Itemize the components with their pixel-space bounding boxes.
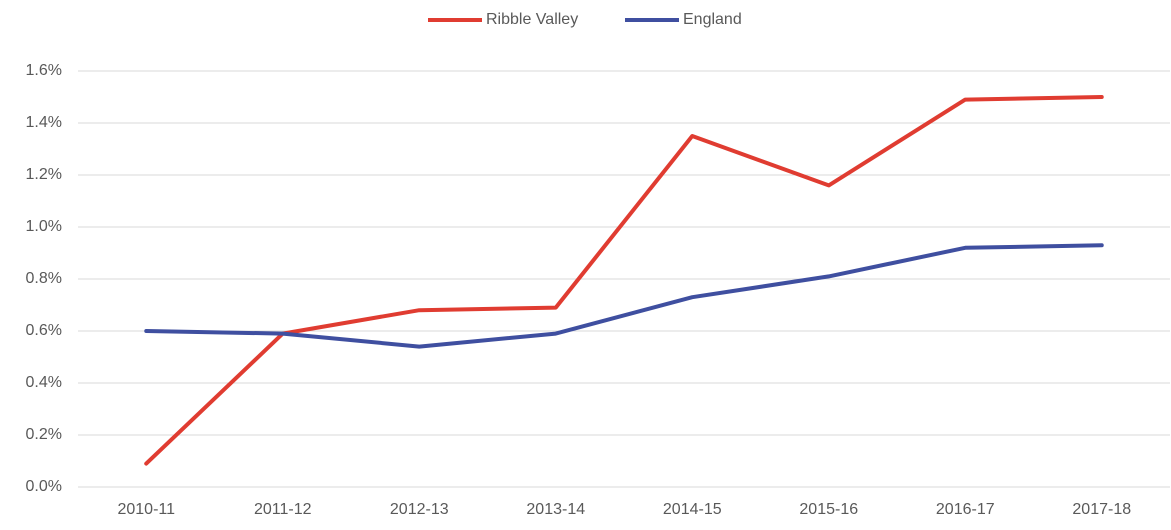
y-tick-label: 1.2% — [26, 166, 62, 183]
y-tick-label: 0.6% — [26, 322, 62, 339]
x-tick-label: 2011-12 — [254, 501, 312, 518]
x-tick-label: 2015-16 — [799, 501, 858, 518]
x-tick-label: 2014-15 — [663, 501, 722, 518]
y-tick-label: 1.4% — [26, 114, 62, 131]
x-tick-label: 2012-13 — [390, 501, 449, 518]
x-tick-label: 2013-14 — [526, 501, 585, 518]
y-tick-label: 1.6% — [26, 62, 62, 79]
x-tick-label: 2016-17 — [936, 501, 995, 518]
x-tick-label: 2017-18 — [1072, 501, 1131, 518]
y-tick-label: 0.0% — [26, 478, 62, 495]
series-line — [144, 95, 1104, 466]
y-tick-label: 1.0% — [26, 218, 62, 235]
legend-label: Ribble Valley — [486, 11, 578, 28]
legend-label: England — [683, 11, 742, 28]
y-tick-label: 0.8% — [26, 270, 62, 287]
y-tick-label: 0.4% — [26, 374, 62, 391]
x-tick-label: 2010-11 — [117, 501, 175, 518]
series-line — [144, 243, 1104, 349]
y-tick-label: 0.2% — [26, 426, 62, 443]
